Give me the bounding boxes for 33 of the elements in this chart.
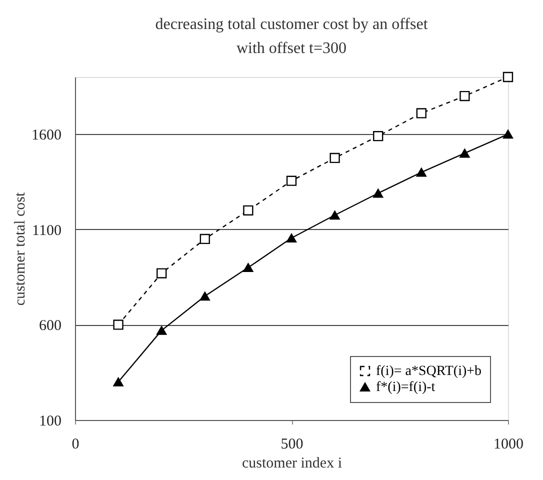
point bbox=[373, 188, 384, 198]
y-tick-label: 1600 bbox=[32, 128, 62, 144]
point bbox=[156, 268, 167, 278]
point bbox=[330, 210, 340, 220]
x-axis-title: customer index i bbox=[242, 456, 342, 472]
point bbox=[286, 176, 297, 186]
chart-subtitle: with offset t=300 bbox=[236, 40, 347, 58]
legend-label: f(i)= a*SQRT(i)+b bbox=[376, 364, 482, 379]
point bbox=[286, 234, 297, 242]
point bbox=[113, 377, 124, 386]
point bbox=[460, 148, 470, 158]
point bbox=[113, 320, 124, 330]
point bbox=[330, 152, 340, 164]
y-axis-title: customer total cost bbox=[12, 192, 28, 306]
legend-label: f*(i)=f(i)-t bbox=[376, 380, 436, 395]
point bbox=[243, 205, 254, 216]
x-tick-label: 500 bbox=[280, 436, 304, 452]
point bbox=[502, 72, 514, 82]
y-tick-label: 600 bbox=[39, 318, 62, 334]
point bbox=[243, 263, 254, 272]
x-tick-label: 0 bbox=[72, 436, 80, 452]
y-tick-label: 1100 bbox=[32, 222, 62, 239]
point bbox=[373, 131, 384, 142]
chart-title: decreasing total customer cost by an offset bbox=[155, 16, 428, 34]
point bbox=[502, 130, 514, 139]
x-tick-label: 1000 bbox=[494, 436, 524, 452]
point bbox=[200, 234, 210, 244]
point bbox=[156, 326, 167, 335]
point bbox=[416, 108, 426, 118]
point bbox=[200, 292, 210, 301]
y-tick-label: 100 bbox=[39, 414, 62, 430]
point bbox=[460, 90, 470, 102]
point bbox=[416, 168, 426, 177]
